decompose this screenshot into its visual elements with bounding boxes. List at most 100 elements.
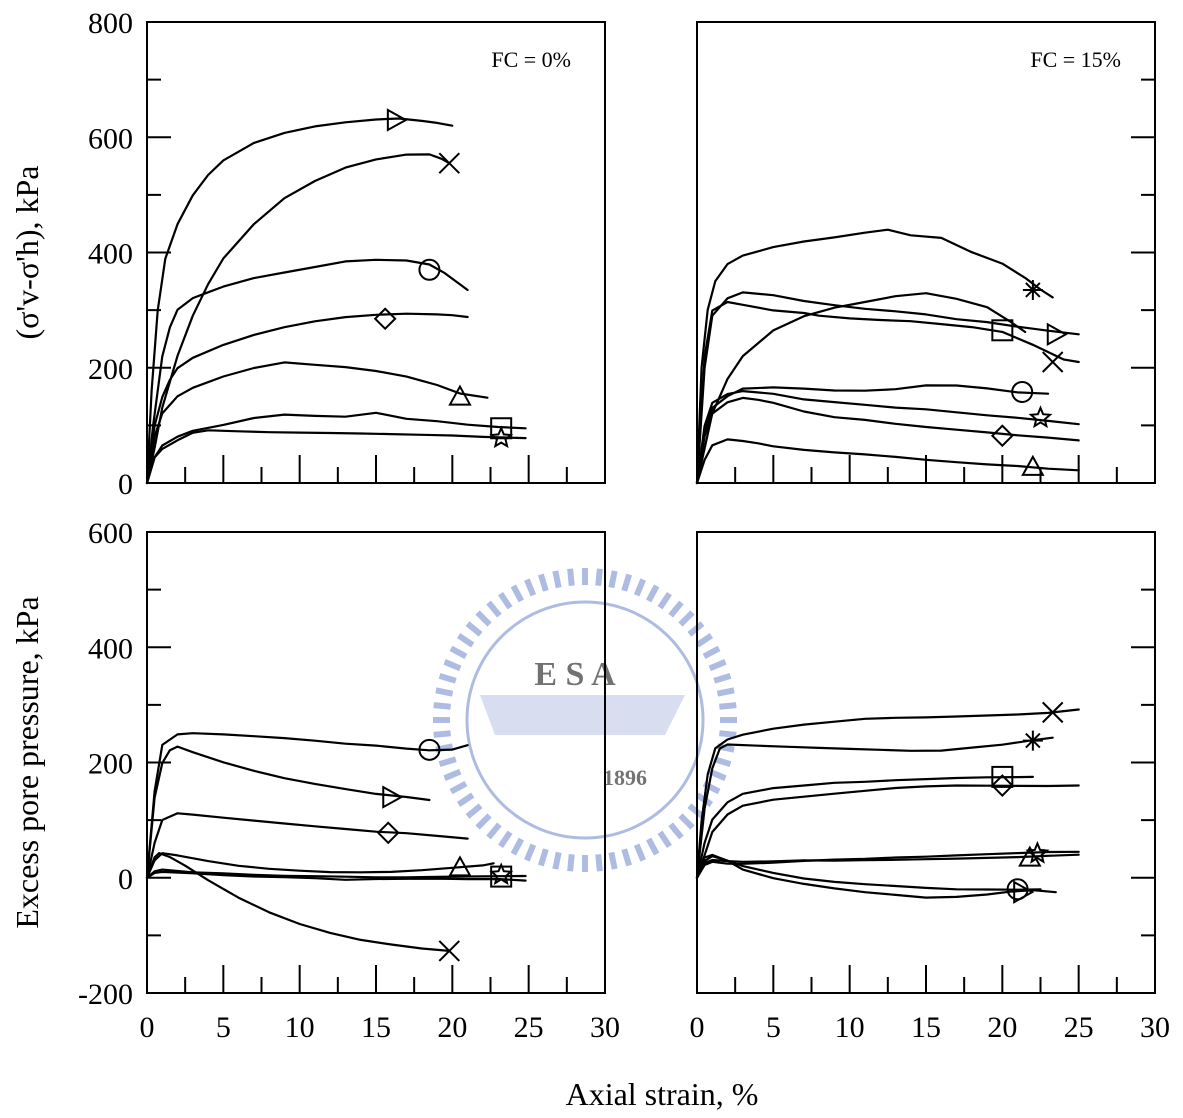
marker-x <box>438 152 460 174</box>
seal-ray <box>678 813 695 830</box>
x-tick-label: 5 <box>766 1011 781 1044</box>
seal-ray <box>524 578 537 597</box>
seal-ray <box>486 822 502 840</box>
seal-ray <box>668 600 684 618</box>
marker-diamond <box>376 821 400 845</box>
seal-ray <box>498 830 513 849</box>
seal-ray <box>608 851 618 870</box>
marker-circle <box>418 738 441 761</box>
seal-ray <box>633 843 646 862</box>
series-line-square <box>145 868 527 879</box>
plot-frame <box>146 531 606 994</box>
seal-ray <box>435 687 454 697</box>
seal-ray <box>595 854 603 872</box>
series-line-circle <box>695 384 1050 485</box>
seal-ray <box>475 813 492 830</box>
seal-ray <box>433 702 451 710</box>
seal-ray <box>668 822 684 840</box>
seal-ray <box>702 645 721 660</box>
seal-anvil <box>480 695 685 735</box>
seal-ray <box>713 673 732 684</box>
marker-diamond <box>990 774 1014 797</box>
x-tick-label: 20 <box>437 1011 467 1044</box>
seal-ray <box>498 591 513 610</box>
marker-x <box>1042 351 1064 373</box>
marker-triangle-right <box>382 785 404 809</box>
series-line-square <box>145 411 527 485</box>
marker-asterisk <box>1022 279 1043 300</box>
seal-ray <box>608 570 618 589</box>
seal-ray <box>465 621 483 637</box>
x-tick-label: 30 <box>1140 1011 1170 1044</box>
x-tick-label: 10 <box>285 1011 315 1044</box>
x-tick-label: 5 <box>216 1011 231 1044</box>
seal-ray <box>443 768 462 781</box>
marker-circle <box>1011 380 1034 403</box>
x-tick-label: 0 <box>690 1011 705 1044</box>
seal-ray <box>713 756 732 767</box>
panel-annotation: FC = 15% <box>1030 47 1121 72</box>
series-line-asterisk <box>695 736 1054 879</box>
marker-circle <box>418 258 441 281</box>
x-tick-label: 0 <box>140 1011 155 1044</box>
y-tick-label: 200 <box>88 748 133 781</box>
y-tick-label: 200 <box>88 353 133 386</box>
seal-ray <box>538 848 549 867</box>
series-line-star <box>695 390 1080 485</box>
y-tick-label: -200 <box>78 978 133 1011</box>
series-line-asterisk <box>695 228 1054 485</box>
seal-ray <box>621 848 632 867</box>
seal-ray <box>708 659 727 672</box>
seal-ray <box>621 573 632 592</box>
x-tick-label: 25 <box>514 1011 544 1044</box>
panel-bottom-right: 0 5 10 15 20 25 30 <box>690 531 1170 1044</box>
y-tick-label: 0 <box>118 468 133 501</box>
seal-ray <box>486 600 502 618</box>
series-line-diamond <box>145 312 469 485</box>
seal-ray <box>524 843 537 862</box>
seal-ray <box>595 568 603 586</box>
series-line-diamond <box>695 784 1080 879</box>
seal-ray <box>687 803 705 819</box>
seal-ray <box>552 851 562 870</box>
marker-triangle-right <box>1013 880 1035 904</box>
y-tick-label: 0 <box>118 863 133 896</box>
seal-ray <box>465 803 483 819</box>
seal-ray <box>510 584 525 603</box>
seal-ray <box>719 730 737 738</box>
panel-annotation: FC = 0% <box>491 47 571 72</box>
marker-triangle-right <box>386 108 408 132</box>
marker-triangle-up <box>1018 845 1042 867</box>
x-axis-title: Axial strain, % <box>566 1076 759 1112</box>
university-seal-watermark: E S A 1896 <box>433 568 737 872</box>
marker-asterisk <box>1022 730 1043 751</box>
series-line-triangle-right <box>145 117 454 485</box>
series-line-star <box>145 870 527 882</box>
seal-ray <box>552 570 562 589</box>
series-line-star <box>695 850 1080 879</box>
seal-ray <box>456 633 475 648</box>
marker-triangle-up <box>448 384 472 406</box>
y-axis-title: (σ'v-σ'h), kPa <box>9 166 45 340</box>
seal-ray <box>716 743 735 753</box>
seal-ray <box>567 854 575 872</box>
seal-ray <box>645 837 660 856</box>
y-tick-label: 600 <box>88 122 133 155</box>
marker-x <box>438 940 460 962</box>
marker-square <box>991 765 1014 788</box>
seal-ring <box>465 600 705 840</box>
plot-frame <box>696 21 1156 484</box>
seal-ray <box>567 568 575 586</box>
y-tick-label: 400 <box>88 238 133 271</box>
seal-year: 1896 <box>603 765 647 790</box>
x-tick-label: 30 <box>590 1011 620 1044</box>
marker-star <box>489 862 514 886</box>
x-tick-label: 10 <box>835 1011 865 1044</box>
seal-letters: E S A <box>534 656 616 693</box>
seal-ray <box>633 578 646 597</box>
y-tick-label: 600 <box>88 517 133 550</box>
series-line-triangle-up <box>695 438 1080 485</box>
marker-square <box>991 319 1014 342</box>
